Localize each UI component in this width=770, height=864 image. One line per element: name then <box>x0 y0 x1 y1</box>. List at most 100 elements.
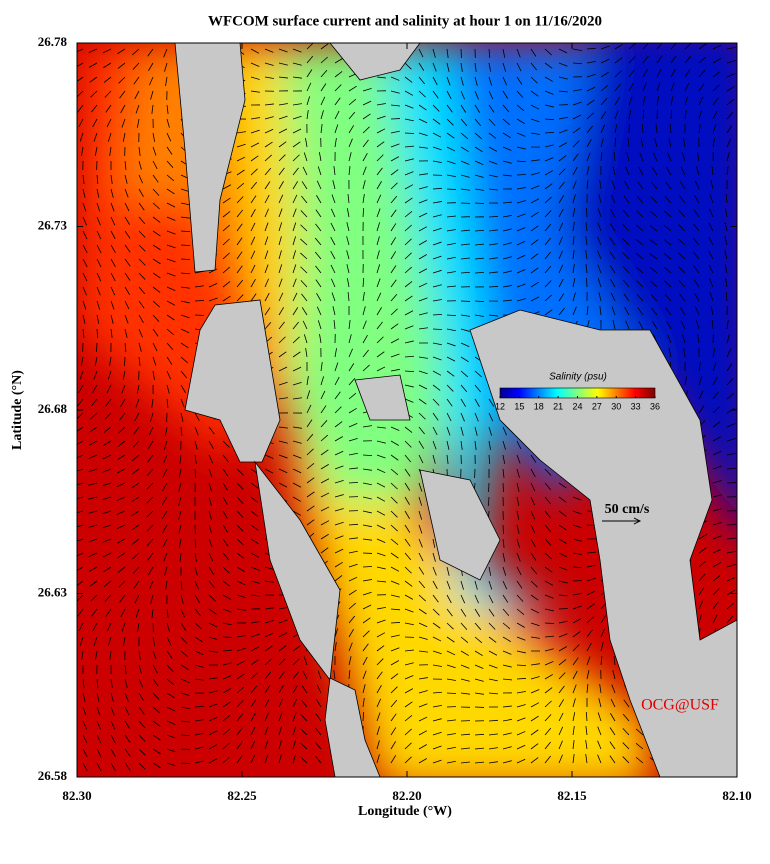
vector <box>320 434 329 442</box>
vector <box>544 714 552 722</box>
vector <box>315 209 322 218</box>
vector <box>376 454 386 459</box>
vector <box>301 195 308 204</box>
vector <box>362 180 366 190</box>
vector <box>432 745 442 750</box>
vector <box>334 124 339 134</box>
vector <box>558 168 566 176</box>
vector <box>362 698 365 708</box>
vector <box>194 678 204 681</box>
vector <box>347 292 350 302</box>
vector <box>460 412 465 422</box>
vector <box>222 440 230 448</box>
vector <box>638 166 644 176</box>
vector <box>194 412 200 422</box>
vector <box>77 552 84 557</box>
vector <box>376 278 381 288</box>
vector <box>236 713 243 722</box>
vector <box>530 538 536 548</box>
vector <box>710 180 714 190</box>
vector <box>152 244 161 251</box>
vector <box>152 356 157 366</box>
vector <box>418 482 423 492</box>
vector <box>516 664 527 667</box>
vector <box>117 440 126 447</box>
vector <box>487 496 490 507</box>
vector <box>586 551 596 554</box>
vector <box>678 252 686 260</box>
vector <box>222 662 232 666</box>
vector <box>516 758 526 764</box>
vector <box>460 257 470 260</box>
vector <box>474 678 484 682</box>
vector <box>138 720 146 729</box>
vector <box>708 236 714 246</box>
vector <box>138 664 142 674</box>
vector <box>390 524 398 532</box>
vector <box>278 128 288 134</box>
vector <box>544 482 552 491</box>
vector <box>208 426 215 435</box>
vector <box>516 524 520 534</box>
vector <box>544 594 554 599</box>
vector <box>278 250 282 260</box>
vector <box>418 186 428 190</box>
vector <box>264 154 272 162</box>
vector <box>119 412 126 421</box>
vector <box>598 698 602 708</box>
vector <box>292 278 297 288</box>
vector <box>116 496 126 501</box>
vector <box>598 292 602 302</box>
vector <box>88 62 98 68</box>
vector <box>446 733 456 736</box>
vector <box>530 636 540 639</box>
vector <box>572 712 576 722</box>
vector <box>488 426 493 436</box>
vector <box>572 194 576 204</box>
vector <box>362 579 372 582</box>
vector <box>432 269 442 274</box>
vector <box>558 62 568 67</box>
vector <box>404 62 412 70</box>
vector <box>530 225 539 232</box>
vector <box>418 580 426 589</box>
vector <box>665 181 672 190</box>
vector <box>572 278 576 288</box>
vector <box>709 292 714 302</box>
vector <box>320 83 327 92</box>
vector <box>163 454 168 464</box>
vector <box>530 524 536 534</box>
vector <box>418 132 428 136</box>
vector <box>460 328 470 332</box>
vector <box>152 230 161 237</box>
vector <box>623 293 630 302</box>
vector <box>625 166 630 176</box>
vector <box>530 239 539 246</box>
vector <box>250 594 260 597</box>
vector <box>96 328 99 339</box>
vector <box>92 118 98 128</box>
vector <box>432 718 442 722</box>
vector <box>149 76 154 86</box>
vector <box>418 312 428 316</box>
vector <box>376 726 381 736</box>
vector <box>376 321 383 330</box>
vector <box>446 398 453 407</box>
vector <box>334 71 343 78</box>
vector <box>586 670 590 680</box>
vector <box>432 454 436 464</box>
vector <box>432 370 442 376</box>
vector <box>390 647 400 652</box>
vector <box>502 146 512 151</box>
vector <box>418 552 424 562</box>
vector <box>180 678 190 684</box>
vector <box>390 353 400 358</box>
vector <box>264 658 272 666</box>
vector <box>348 629 354 638</box>
vector <box>460 761 470 764</box>
vector <box>725 291 728 302</box>
vector <box>474 188 484 191</box>
vector <box>362 617 371 624</box>
vector <box>236 510 244 518</box>
vector <box>362 292 365 302</box>
